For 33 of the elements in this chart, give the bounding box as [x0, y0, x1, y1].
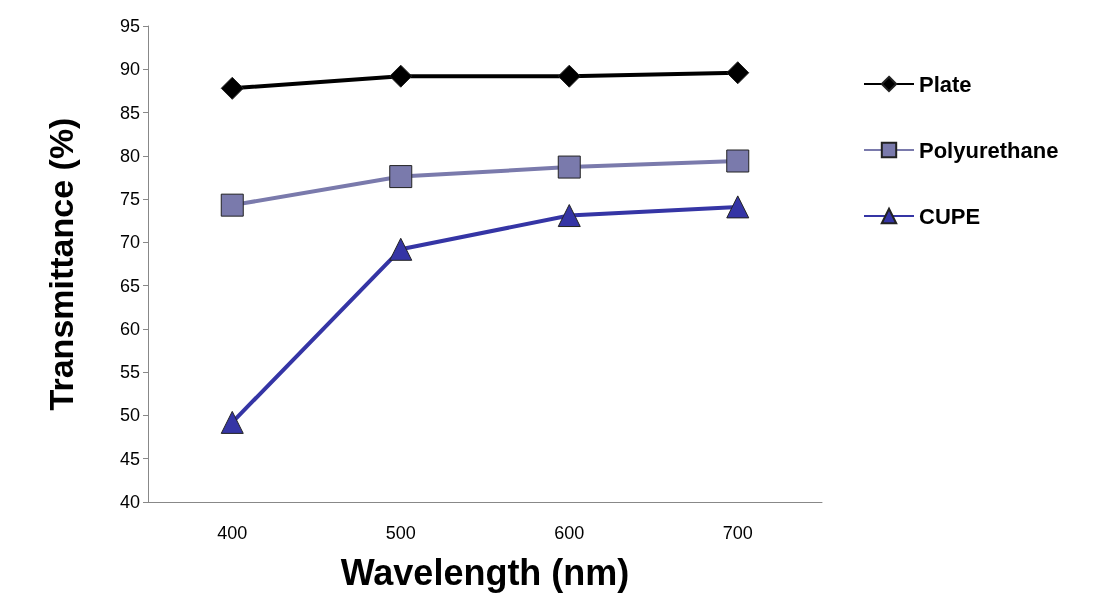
y-tick-label: 70 — [119, 232, 140, 253]
point — [557, 155, 581, 179]
point — [726, 61, 750, 85]
point — [220, 76, 244, 100]
point — [557, 204, 581, 228]
y-tick-label: 65 — [119, 275, 140, 296]
y-tick-label: 90 — [119, 59, 140, 80]
point — [220, 193, 244, 217]
y-tick-label: 85 — [119, 102, 140, 123]
y-tick-label: 95 — [119, 16, 140, 36]
point — [726, 149, 750, 173]
y-tick-label: 50 — [119, 405, 140, 426]
point — [389, 64, 413, 88]
x-tick-label: 700 — [722, 523, 753, 543]
y-tick-label: 45 — [119, 448, 140, 469]
y-axis-title: Transmittance (%) — [42, 117, 80, 411]
x-axis-title: Wavelength (nm) — [340, 551, 630, 593]
legend-label: CUPE — [919, 203, 981, 229]
point — [557, 64, 581, 88]
point — [220, 410, 244, 434]
legend-label: Plate — [919, 71, 972, 97]
y-tick-label: 80 — [119, 145, 140, 166]
point — [389, 237, 413, 261]
x-tick-label: 600 — [554, 523, 585, 543]
y-tick-label: 60 — [119, 318, 140, 339]
legend-label: Polyurethane — [919, 137, 1059, 163]
point — [726, 195, 750, 219]
x-tick-label: 400 — [217, 523, 248, 543]
y-tick-label: 55 — [119, 362, 140, 383]
y-tick-label: 40 — [119, 492, 140, 512]
point — [389, 165, 413, 189]
x-tick-label: 500 — [385, 523, 416, 543]
y-tick-label: 75 — [119, 189, 140, 210]
